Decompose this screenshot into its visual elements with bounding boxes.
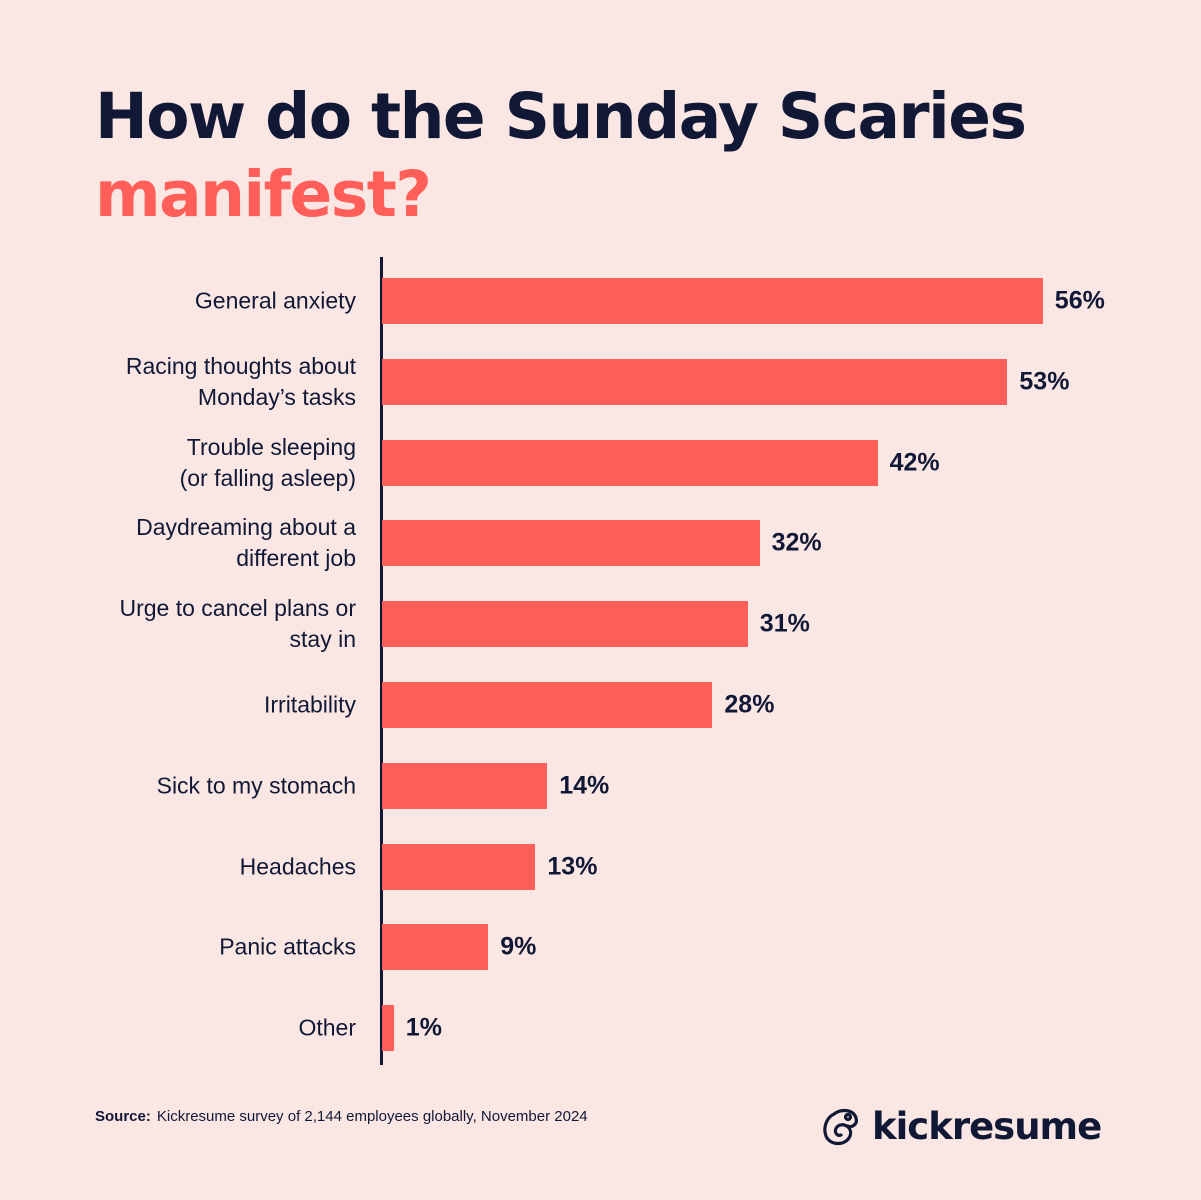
bar [382, 1005, 394, 1052]
bar-value-label: 32% [771, 528, 822, 557]
kickresume-chameleon-icon [823, 1108, 858, 1145]
bar-label: Irritability [263, 691, 356, 718]
bar-label: Other [298, 1014, 356, 1041]
bar [382, 924, 489, 971]
bar-value-label: 1% [405, 1013, 442, 1042]
bar-row: General anxiety 56% [0, 278, 1201, 324]
title-line-2: manifest? [95, 158, 432, 231]
y-axis-line [380, 257, 383, 1065]
bar-value-label: 14% [559, 771, 610, 800]
source-text: Kickresume survey of 2,144 employees glo… [156, 1108, 588, 1125]
bar-label: General anxiety [194, 287, 356, 314]
chart-title: How do the Sunday Scaries manifest? [95, 78, 1027, 234]
bar [382, 358, 1008, 405]
bar [382, 682, 713, 728]
bar-row: Trouble sleeping (or falling asleep) 42% [0, 434, 1201, 491]
bar-row: Racing thoughts about Monday’s tasks 53% [0, 353, 1201, 410]
title-line-1: How do the Sunday Scaries [95, 80, 1027, 153]
bar-value-label: 53% [1019, 367, 1070, 396]
bar-value-label: 56% [1054, 286, 1105, 315]
bar-value-label: 13% [547, 852, 598, 881]
brand-name: kickresume [872, 1105, 1102, 1148]
bar-label: Panic attacks [219, 933, 356, 960]
bar-value-label: 9% [500, 932, 537, 961]
bar [382, 439, 878, 486]
bar-row: Panic attacks 9% [0, 924, 1201, 971]
bar-row: Other 1% [0, 1005, 1201, 1052]
bar-label: Sick to my stomach [156, 772, 356, 799]
bar-value-label: 42% [889, 448, 940, 477]
bar-row: Irritability 28% [0, 682, 1201, 728]
bar-value-label: 28% [724, 690, 775, 719]
bar-label: Racing thoughts about Monday’s tasks [125, 352, 356, 410]
bar [382, 601, 748, 648]
bar-label: Trouble sleeping (or falling asleep) [179, 433, 356, 491]
bar-label: Urge to cancel plans or stay in [119, 595, 356, 653]
bar [382, 520, 760, 567]
bar-row: Headaches 13% [0, 843, 1201, 890]
source-note: Source: Kickresume survey of 2,144 employ… [95, 1108, 588, 1125]
bar-label: Daydreaming about a different job [136, 514, 356, 572]
bar-value-label: 31% [759, 609, 810, 638]
bar [382, 762, 548, 809]
bar-label: Headaches [239, 853, 356, 880]
bar-row: Daydreaming about a different job 32% [0, 514, 1201, 571]
bar [382, 278, 1043, 324]
brand-logo: kickresume [820, 1105, 1102, 1148]
source-label: Source: [95, 1108, 151, 1125]
bar-row: Sick to my stomach 14% [0, 762, 1201, 809]
bar [382, 843, 536, 890]
bar-row: Urge to cancel plans or stay in 31% [0, 595, 1201, 652]
